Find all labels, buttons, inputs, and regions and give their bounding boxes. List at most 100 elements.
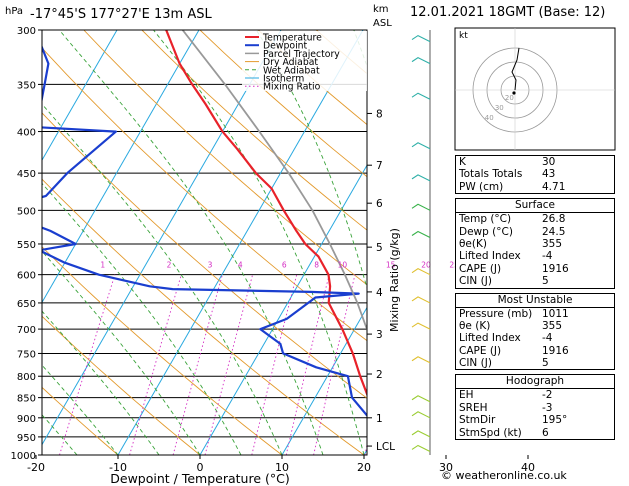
surface-row-dewp: Dewp (°C) 24.5 [459, 225, 566, 238]
km-tick-label: 3 [376, 329, 383, 341]
pressure-tick-label: 900 [17, 414, 36, 425]
legend-label: Mixing Ratio [263, 82, 321, 93]
temperature-tick-label: 40 [521, 461, 535, 474]
surface-section: Surface Temp (°C) 26.8 Dewp (°C) 24.5 θe(K… [455, 198, 615, 289]
profile-line-dewpoint [42, 44, 367, 418]
hpa-unit-label: hPa [5, 6, 23, 17]
isotherm-line [281, 306, 367, 455]
mixing-ratio-line [59, 274, 116, 455]
km-tick-label: 2 [376, 369, 383, 381]
surface-row-temp: Temp (°C) 26.8 [459, 213, 566, 226]
temperature-tick-label: 0 [197, 461, 204, 474]
mixing-ratio-label: 3 [208, 261, 213, 270]
dry-adiabat-line [42, 386, 119, 455]
hodograph-title: Hodograph [505, 375, 565, 388]
isotherm-line [42, 30, 118, 162]
legend-label: Dry Adiabat [263, 57, 318, 68]
mixing-ratio-line [285, 274, 330, 455]
profile-line-parcel-trajectory [181, 30, 367, 332]
legend-label: Isotherm [263, 74, 304, 85]
surface-title: Surface [514, 199, 555, 212]
mu-row-cin: CIN (J) 5 [459, 357, 549, 370]
hodo-row-eh: EH -2 [459, 389, 553, 402]
surface-row-cin: CIN (J) 5 [459, 275, 549, 288]
wet-adiabat-line [42, 364, 119, 455]
mixing-ratio-label: 2 [167, 261, 172, 270]
pressure-tick-label: 450 [17, 169, 36, 180]
isotherm-line [42, 30, 282, 446]
mixing-ratio-label: 8 [314, 261, 319, 270]
x-axis-title: Dewpoint / Temperature (°C) [110, 471, 289, 486]
dry-adiabat-line [42, 315, 201, 455]
temperature-tick-label: 10 [275, 461, 289, 474]
dry-adiabat-line [141, 30, 367, 231]
storm-motion-marker [512, 91, 516, 95]
pressure-tick-label: 750 [17, 349, 36, 360]
hodograph-unit-label: kt [459, 31, 468, 41]
wet-adiabat-line [42, 414, 78, 455]
index-row-pw: PW (cm) 4.71 [459, 180, 566, 193]
copyright-footer: © weatheronline.co.uk [441, 469, 567, 482]
wind-barb [411, 203, 431, 211]
wind-barb [411, 395, 431, 403]
hodo-row-stmdir: StmDir 195° [459, 414, 568, 427]
stability-indices-panel: K 30 Totals Totals 43 PW (cm) 4.71 Surface … [455, 155, 615, 441]
hodograph-ring-label: 40 [485, 114, 494, 122]
pressure-tick-label: 550 [17, 240, 36, 251]
pressure-tick-label: 700 [17, 325, 36, 336]
hodograph-ring-label: 30 [495, 104, 504, 112]
legend-label: Parcel Trajectory [263, 49, 340, 60]
wet-adiabat-line [153, 30, 365, 455]
mixing-ratio-line [251, 274, 298, 455]
hodo-row-stmspd: StmSpd (kt) 6 [459, 426, 549, 439]
surface-row-cape: CAPE (J) 1916 [459, 262, 569, 275]
km-tick-label: 5 [376, 242, 383, 254]
dry-adiabat-line [83, 30, 367, 286]
pressure-tick-label: 350 [17, 80, 36, 91]
mixing-ratio-line [129, 274, 182, 455]
wind-barb [411, 322, 431, 330]
indices-box: K 30 Totals Totals 43 PW (cm) 4.71 [455, 155, 615, 195]
dry-adiabat-line [42, 112, 367, 399]
km-tick-label: 1 [376, 413, 383, 425]
wind-barb [411, 57, 431, 65]
isotherm-line [42, 30, 200, 304]
wind-barb [411, 430, 431, 438]
index-row-k: K 30 [459, 156, 556, 168]
mixing-ratio-line [172, 274, 223, 455]
mu-row-pressure: Pressure (mb) 1011 [459, 307, 569, 320]
mixing-ratio-axis-title: Mixing Ratio (g/kg) [388, 228, 401, 332]
asl-unit-label: ASL [373, 18, 392, 29]
temperature-tick-label: 30 [439, 461, 453, 474]
wind-barb [411, 34, 431, 43]
most-unstable-section: Most Unstable Pressure (mb) 1011 θe (K) 35… [455, 292, 615, 371]
index-row-totals: Totals Totals 43 [459, 168, 556, 181]
mixing-ratio-label: 15 [386, 261, 396, 270]
surface-row-thetae: θe(K) 355 [459, 237, 563, 250]
axis-labels: 3003504004505005506006507007508008509009… [11, 26, 535, 474]
most-unstable-title: Most Unstable [497, 293, 573, 306]
dry-adiabat-line [42, 246, 283, 455]
wet-adiabat-line [58, 30, 324, 455]
temperature-tick-label: -20 [27, 461, 45, 474]
pressure-tick-label: 400 [17, 128, 36, 139]
pressure-tick-label: 300 [17, 26, 36, 37]
location-title: -17°45'S 177°27'E 13m ASL [30, 7, 212, 22]
wind-barb [411, 444, 431, 452]
dry-adiabat-line [42, 178, 365, 455]
wet-adiabat-line [42, 250, 201, 455]
dry-adiabat-line [42, 47, 367, 342]
mixing-ratio-line [403, 275, 439, 455]
pressure-tick-label: 800 [17, 372, 36, 383]
plot-frame [41, 29, 368, 456]
profile-lines [42, 30, 367, 418]
wet-adiabat-line [42, 182, 242, 455]
legend-label: Temperature [262, 33, 322, 44]
hodograph-frame [454, 27, 616, 151]
wind-barb-column [411, 30, 431, 455]
mixing-ratio-label: 10 [338, 261, 348, 270]
profile-line-temperature [165, 30, 367, 398]
mixing-ratio-label: 20 [421, 261, 431, 270]
